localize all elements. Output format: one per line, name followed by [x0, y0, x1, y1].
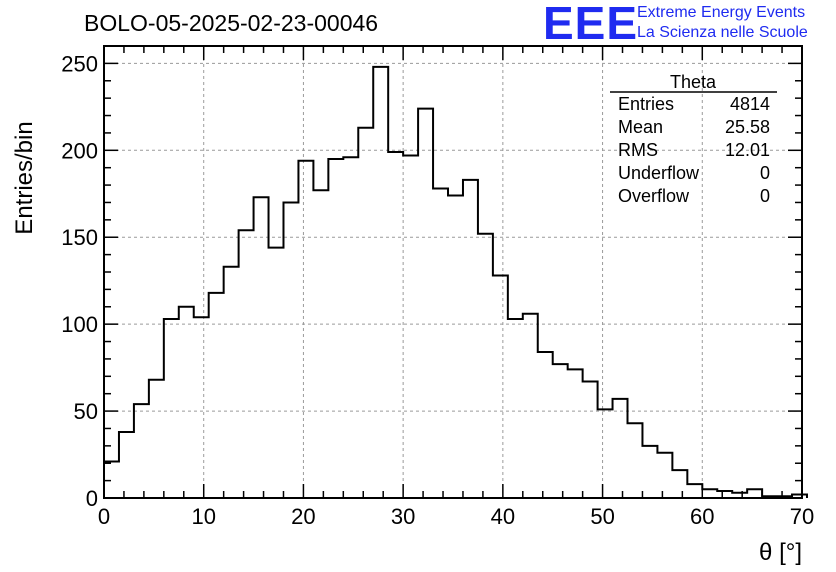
- histogram-bin: [523, 314, 538, 498]
- histogram-bin: [358, 128, 373, 498]
- histogram-bin: [418, 109, 433, 498]
- histogram-outline: [103, 65, 808, 498]
- histogram-bin: [717, 491, 732, 498]
- x-tick-label: 50: [590, 504, 614, 529]
- histogram-bin: [553, 364, 568, 498]
- histogram-bin: [463, 180, 478, 498]
- stats-value: 4814: [730, 94, 770, 114]
- x-tick-label: 20: [291, 504, 315, 529]
- histogram-bin: [194, 317, 209, 498]
- eee-logo: EEE: [543, 0, 639, 49]
- x-tick-label: 10: [191, 504, 215, 529]
- histogram-bin: [269, 248, 284, 498]
- histogram-bin: [149, 380, 164, 498]
- histogram-bin: [493, 275, 508, 498]
- x-tick-label: 0: [98, 504, 110, 529]
- histogram-bin: [283, 202, 298, 498]
- y-tick-label: 150: [61, 225, 98, 250]
- histogram-bin: [538, 352, 553, 498]
- histogram-bin: [433, 189, 448, 498]
- y-tick-label: 0: [86, 486, 98, 511]
- histogram-bin: [104, 461, 119, 498]
- histogram-bin: [134, 404, 149, 498]
- histogram-bin: [568, 369, 583, 498]
- histogram-bin: [313, 190, 328, 498]
- histogram-bin: [628, 423, 643, 498]
- histogram-bin: [583, 382, 598, 498]
- histogram-bin: [657, 453, 672, 498]
- stats-value: 0: [760, 163, 770, 183]
- histogram-bin: [403, 156, 418, 498]
- histogram-bin: [164, 319, 179, 498]
- x-tick-label: 40: [491, 504, 515, 529]
- histogram-bin: [373, 67, 388, 498]
- brand-line-2: La Scienza nelle Scuole: [637, 24, 808, 41]
- histogram-bin: [298, 161, 313, 498]
- histogram-bin: [613, 399, 628, 498]
- histogram-bin: [687, 484, 702, 498]
- stats-box-title: Theta: [670, 72, 717, 92]
- stats-label: Mean: [618, 117, 663, 137]
- y-tick-label: 200: [61, 138, 98, 163]
- histogram-bin: [179, 307, 194, 498]
- brand-line-1: Extreme Energy Events: [637, 4, 806, 21]
- histogram-bin: [448, 196, 463, 498]
- stats-value: 12.01: [725, 140, 770, 160]
- stats-rows: Entries 4814 Mean 25.58 RMS 12.01 Underflow 0 Ov…: [618, 94, 770, 206]
- y-tick-label: 50: [74, 399, 98, 424]
- y-axis-label: Entries/bin: [11, 121, 38, 234]
- stats-value: 25.58: [725, 117, 770, 137]
- histogram-bin: [642, 446, 657, 498]
- histogram-bars: [103, 65, 808, 498]
- histogram-bin: [702, 489, 717, 498]
- stats-label: RMS: [618, 140, 658, 160]
- y-tick-label: 250: [61, 51, 98, 76]
- histogram-bin: [209, 293, 224, 498]
- tick-labels: 0 10 20 30 40 50 60 70 0 50 100 150 200 250: [61, 51, 814, 529]
- x-axis-label: θ [°]: [759, 539, 802, 566]
- histogram-bin: [388, 152, 403, 498]
- stats-label: Underflow: [618, 163, 700, 183]
- x-tick-label: 70: [790, 504, 814, 529]
- histogram-bin: [239, 230, 254, 498]
- histogram-bin: [672, 470, 687, 498]
- stats-value: 0: [760, 186, 770, 206]
- histogram-bin: [119, 432, 134, 498]
- histogram-bin: [328, 159, 343, 498]
- stats-label: Overflow: [618, 186, 690, 206]
- histogram-bin: [747, 489, 762, 498]
- histogram-bin: [508, 319, 523, 498]
- axes: [103, 45, 803, 499]
- histogram-bin: [254, 197, 269, 498]
- y-tick-label: 100: [61, 312, 98, 337]
- grid-lines: [104, 46, 802, 498]
- plot-title: BOLO-05-2025-02-23-00046: [84, 10, 379, 36]
- histogram-bin: [478, 234, 493, 498]
- x-tick-label: 60: [690, 504, 714, 529]
- histogram-bin: [224, 267, 239, 498]
- histogram-bin: [343, 157, 358, 498]
- x-tick-label: 30: [391, 504, 415, 529]
- stats-box: Theta Entries 4814 Mean 25.58 RMS 12.01 Underf…: [610, 72, 777, 206]
- histogram-bin: [598, 409, 613, 498]
- stats-label: Entries: [618, 94, 674, 114]
